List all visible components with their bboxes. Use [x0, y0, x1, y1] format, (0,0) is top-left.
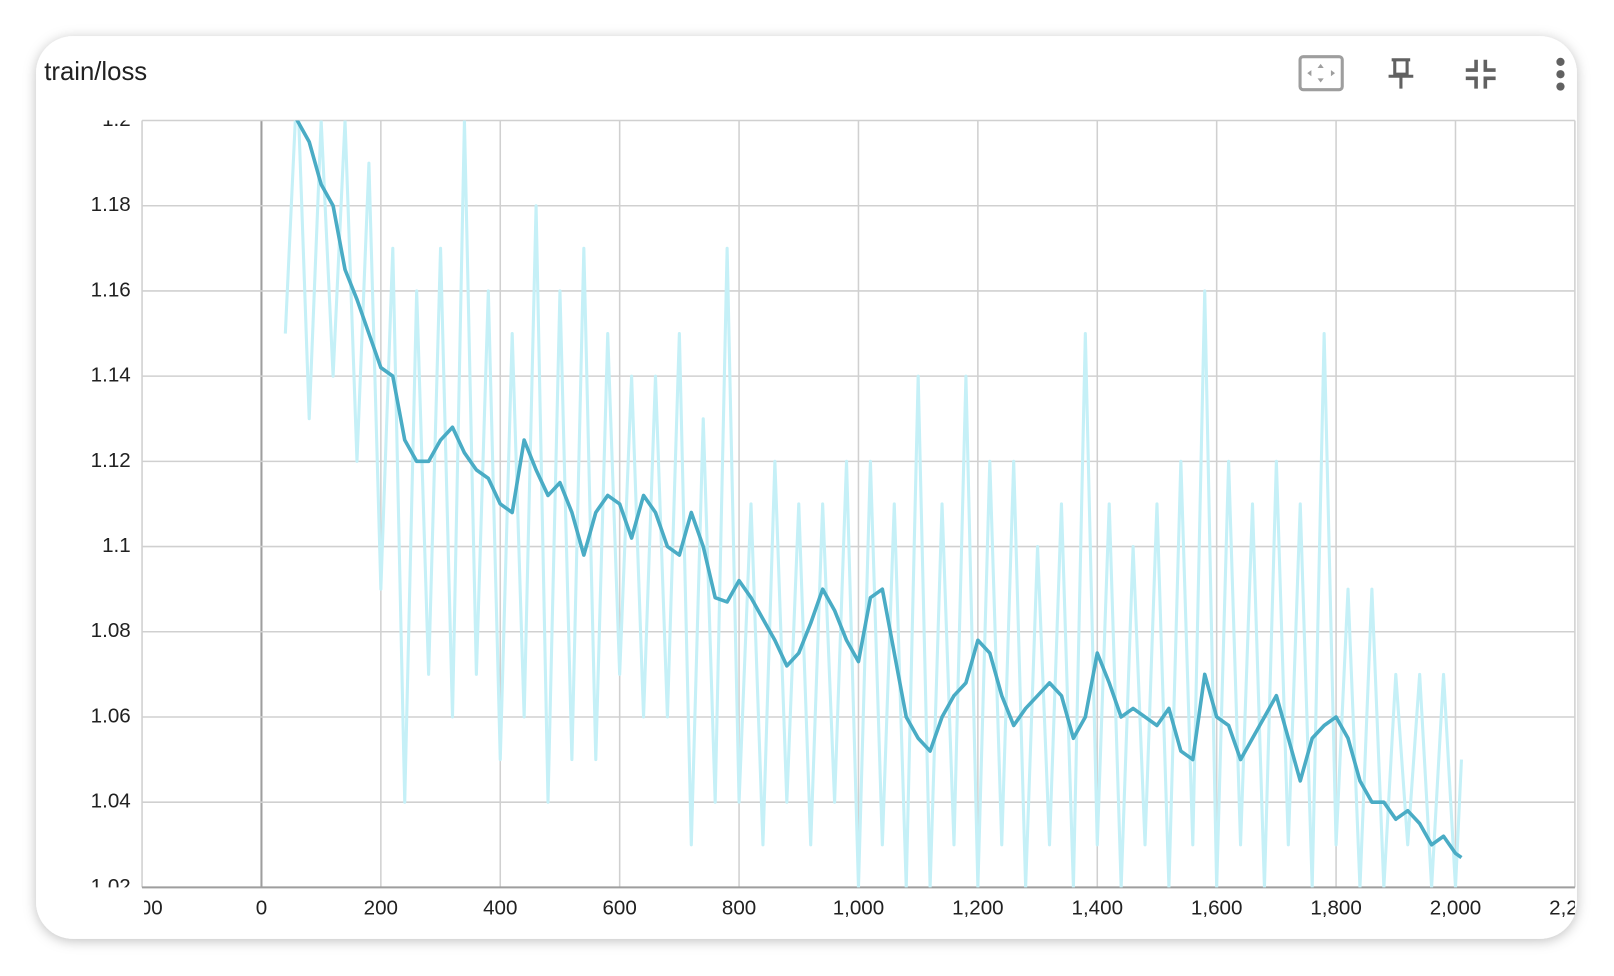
x-tick-labels: -200 0 200 400 600 800 1,000 1,200 1,400 1,600 1,8…	[121, 896, 1601, 919]
x-tick-label: 2,000	[1430, 896, 1482, 919]
x-tick-label: 2,200	[1549, 896, 1601, 919]
card	[36, 36, 1577, 939]
y-tick-label: 1.02	[91, 875, 131, 898]
chart-title: train/loss	[44, 58, 147, 86]
series-line	[295, 120, 1463, 860]
x-tick-label: 1,800	[1310, 896, 1362, 919]
y-tick-label: 1.2	[102, 108, 131, 131]
y-tick-label: 1.06	[91, 704, 131, 727]
y-tick-label: 1.08	[91, 619, 131, 642]
x-tick-label: 1,600	[1191, 896, 1243, 919]
y-tick-label: 1.18	[91, 193, 131, 216]
x-tick-label: 800	[722, 896, 756, 919]
series-line	[283, 120, 1463, 888]
y-tick-label: 1.1	[102, 534, 131, 557]
y-tick-label: 1.14	[91, 364, 131, 387]
fit-button[interactable]	[1298, 55, 1344, 92]
collapse-button[interactable]	[1465, 59, 1496, 89]
menu-button[interactable]	[1556, 57, 1565, 91]
x-tick-label: 200	[364, 896, 398, 919]
x-tick-label: 1,200	[952, 896, 1004, 919]
y-tick-labels: 1.02 1.04 1.06 1.08 1.1 1.12 1.14 1.16 1.18 1.2	[91, 108, 131, 898]
pin-button[interactable]	[1388, 58, 1414, 89]
y-tick-label: 1.16	[91, 278, 131, 301]
x-tick-label: 1,000	[833, 896, 885, 919]
y-tick-label: 1.12	[91, 449, 131, 472]
x-tick-label: 1,400	[1072, 896, 1124, 919]
y-tick-label: 1.04	[91, 790, 131, 813]
x-tick-label: -200	[121, 896, 162, 919]
x-tick-label: 600	[602, 896, 636, 919]
x-tick-label: 0	[256, 896, 267, 919]
x-tick-label: 400	[483, 896, 517, 919]
